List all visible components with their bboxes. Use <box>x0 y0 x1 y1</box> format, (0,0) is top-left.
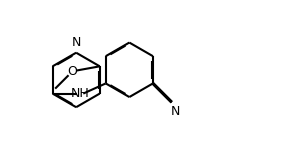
Text: NH: NH <box>70 87 89 100</box>
Text: N: N <box>72 36 81 49</box>
Text: O: O <box>68 65 77 78</box>
Text: N: N <box>171 105 180 118</box>
